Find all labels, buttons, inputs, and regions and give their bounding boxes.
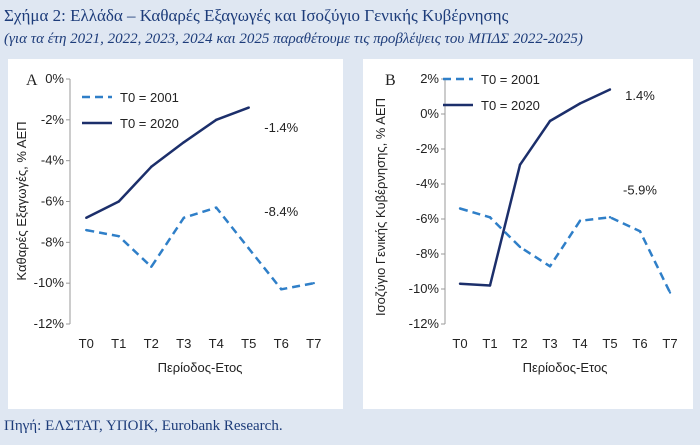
chart-b-series-1-point [638, 230, 642, 233]
chart-a-ytick-label: -10% [34, 275, 65, 290]
chart-a-ytick-label: 0% [45, 71, 64, 86]
chart-b-series-1-point [608, 216, 612, 219]
chart-b-annotation-1: 1.4% [625, 88, 655, 103]
chart-a-xtick-label: T2 [144, 336, 159, 351]
chart-b-series-2-point [548, 119, 552, 123]
chart-b-series-1-point [668, 291, 672, 294]
chart-a-series-1-line [86, 206, 315, 291]
chart-a-xtick-label: T0 [79, 336, 94, 351]
chart-a-svg: A 0% -2% -4% -6% -8% -10% -12% T0 T1 T2 T3 T4 T5 T6 T7 Π… [14, 71, 321, 375]
chart-a-series-1-point [150, 265, 153, 269]
chart-b-xtick-label: T2 [512, 336, 527, 351]
chart-a-series-1-point [247, 247, 250, 250]
chart-a-legend-label-1: T0 = 2001 [120, 90, 179, 105]
chart-a-panel-letter: A [26, 72, 38, 89]
chart-b-series-2-point [488, 284, 492, 287]
chart-a-xtick-label: T5 [241, 336, 256, 351]
chart-b-series-2-point [458, 282, 462, 285]
chart-a-xtick-label: T4 [209, 336, 224, 351]
chart-b-ytick-label: -6% [416, 211, 440, 226]
chart-b-series-1-point [488, 216, 492, 219]
chart-b-xtick-label: T0 [452, 336, 467, 351]
chart-a-y-axis-label: Καθαρές Εξαγωγές, % ΑΕΠ [14, 121, 29, 280]
figure-subtitle: (για τα έτη 2021, 2022, 2023, 2024 και 2… [4, 31, 583, 47]
chart-a-legend-label-2: T0 = 2020 [120, 116, 179, 131]
chart-b-series-1-point [578, 219, 582, 222]
chart-a-annotation-2: -8.4% [264, 204, 298, 219]
chart-b-series-1-line [459, 207, 672, 294]
chart-a-series-1-point [312, 281, 315, 285]
chart-b-panel-letter: B [385, 72, 396, 89]
chart-b-xtick-label: T7 [662, 336, 677, 351]
chart-b-legend-label-1: T0 = 2001 [481, 72, 540, 87]
chart-a-ytick-label: -4% [41, 153, 65, 168]
chart-b-y-axis-label: Ισοζύγιο Γενικής Κυβέρνησης, % ΑΕΠ [373, 98, 388, 316]
chart-panel-b: B 2% 0% -2% -4% -6% -8% -10% -12% T0 T1 T2 T3 T4 T5 T6 T… [363, 59, 693, 409]
chart-a-series-1-point [215, 206, 218, 209]
chart-b-xtick-label: T4 [572, 336, 587, 351]
chart-a-xtick-label: T1 [111, 336, 126, 351]
chart-b-series-1-point [458, 207, 462, 210]
chart-b-ytick-label: 0% [420, 106, 439, 121]
chart-a-xtick-label: T6 [274, 336, 289, 351]
chart-a-xtick-label: T3 [176, 336, 191, 351]
chart-b-xtick-label: T3 [542, 336, 557, 351]
chart-a-series-1-point [182, 216, 185, 220]
chart-a-ytick-label: -2% [41, 112, 65, 127]
chart-b-ytick-label: -8% [416, 246, 440, 261]
chart-a-series-2-point [117, 200, 120, 203]
chart-b-x-axis-label: Περίοδος-Ετος [523, 360, 608, 375]
chart-b-legend-label-2: T0 = 2020 [481, 98, 540, 113]
chart-b-ytick-label: 2% [420, 71, 439, 86]
chart-b-ytick-label: -10% [409, 281, 440, 296]
chart-a-ytick-label: -6% [41, 194, 65, 209]
chart-a-series-2-line [85, 106, 250, 219]
chart-b-series-1-point [518, 245, 522, 249]
chart-a-ytick-label: -8% [41, 234, 65, 249]
chart-b-svg: B 2% 0% -2% -4% -6% -8% -10% -12% T0 T1 T2 T3 T4 T5 T6 T… [373, 71, 678, 375]
chart-b-annotation-2: -5.9% [623, 183, 657, 198]
chart-a-ytick-label: -12% [34, 316, 65, 331]
chart-a-series-2-point [150, 165, 153, 168]
chart-a-xtick-label: T7 [306, 336, 321, 351]
chart-a-series-2-point [247, 106, 250, 109]
chart-b-ytick-label: -4% [416, 176, 440, 191]
chart-b-ytick-label: -12% [409, 316, 440, 331]
chart-a-series-2-point [182, 141, 185, 144]
chart-a-series-1-point [280, 288, 283, 291]
chart-b-ytick-label: -2% [416, 141, 440, 156]
chart-a-series-2-point [85, 216, 88, 220]
chart-b-xtick-label: T5 [602, 336, 617, 351]
chart-a-series-2-point [215, 118, 218, 122]
chart-b-series-2-point [608, 88, 612, 91]
chart-b-xtick-label: T1 [482, 336, 497, 351]
chart-b-series-2-point [578, 102, 582, 105]
chart-a-annotation-1: -1.4% [264, 120, 298, 135]
figure-title: Σχήμα 2: Ελλάδα – Καθαρές Εξαγωγές και Ι… [4, 6, 509, 25]
chart-a-series-1-point [117, 235, 120, 238]
chart-b-series-1-point [548, 265, 552, 268]
chart-a-x-axis-label: Περίοδος-Ετος [158, 360, 243, 375]
chart-b-xtick-label: T6 [632, 336, 647, 351]
chart-b-series-2-point [518, 163, 522, 166]
chart-b-series-2-line [459, 88, 611, 287]
chart-panel-a: A 0% -2% -4% -6% -8% -10% -12% T0 T1 T2 T3 T4 T5 T6 T7 Π… [8, 59, 343, 409]
figure-source: Πηγή: ΕΛΣΤΑΤ, ΥΠΟΙΚ, Eurobank Research. [4, 418, 283, 434]
chart-a-series-1-point [85, 228, 88, 232]
